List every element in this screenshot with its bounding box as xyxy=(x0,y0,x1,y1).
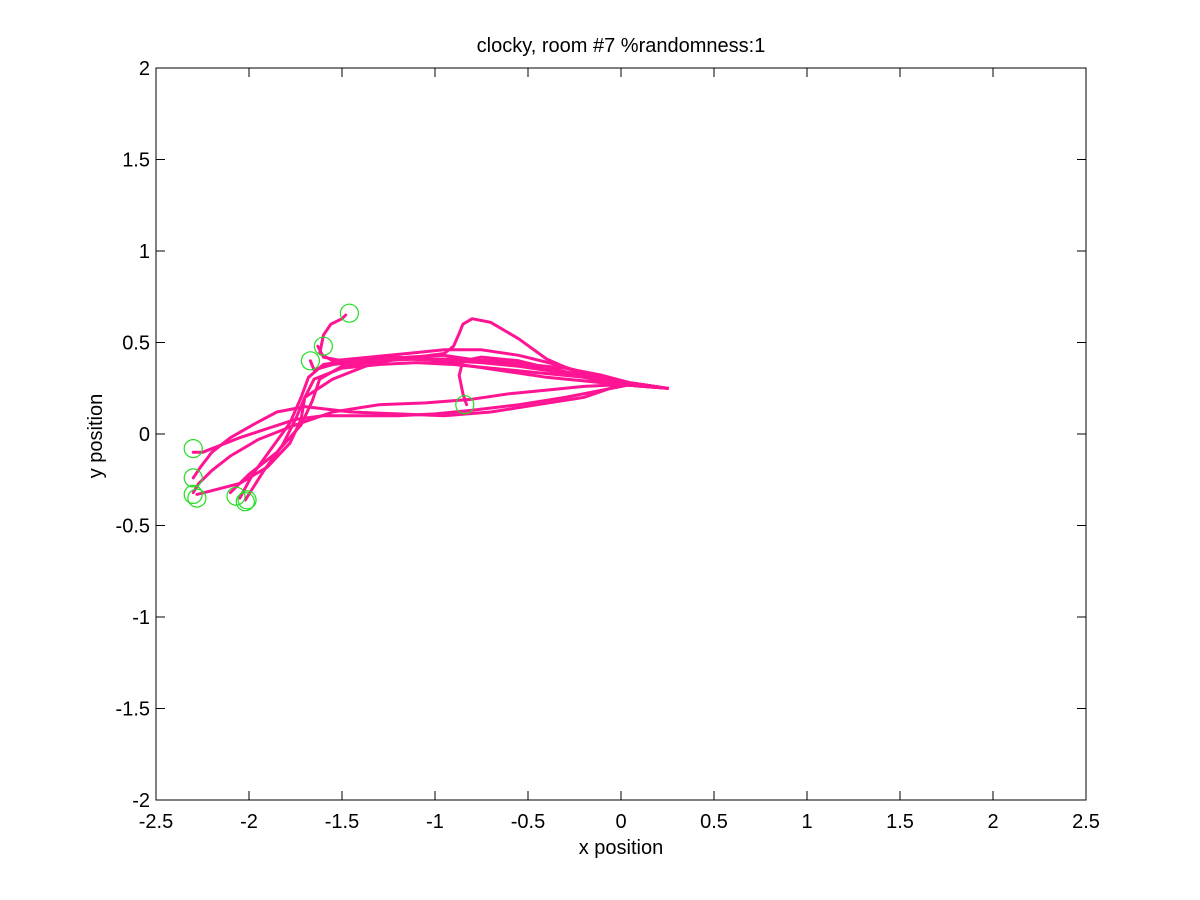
endpoint-marker-layer xyxy=(183,303,475,512)
y-tick-label: 0.5 xyxy=(122,333,150,355)
y-tick-label: -0.5 xyxy=(116,516,150,538)
trajectory-line-1 xyxy=(191,383,669,454)
x-tick-label: -2 xyxy=(240,811,258,833)
y-tick-label: -1 xyxy=(132,607,150,629)
y-tick-label: -2 xyxy=(132,790,150,812)
x-axis-title: x position xyxy=(579,837,664,859)
x-tick-label: -1.5 xyxy=(325,811,359,833)
y-tick-label: 0 xyxy=(139,424,150,446)
chart-title: clocky, room #7 %randomness:1 xyxy=(477,35,766,57)
endpoint-marker xyxy=(183,439,203,459)
y-tick-label: 2 xyxy=(139,58,150,80)
endpoint-marker xyxy=(455,395,475,415)
y-tick-label: -1.5 xyxy=(116,699,150,721)
endpoint-marker xyxy=(226,486,246,506)
endpoint-marker xyxy=(183,484,203,504)
x-tick-label: -1 xyxy=(426,811,444,833)
y-tick-label: 1 xyxy=(139,241,150,263)
endpoint-marker xyxy=(339,303,359,323)
tick-layer: -2.5 -2 -1.5 -1 -0.5 0 0.5 1 1.5 2 2.5-2-1.5-1-0.5… xyxy=(116,58,1100,833)
x-tick-label: 2 xyxy=(987,811,998,833)
x-tick-label: 1 xyxy=(801,811,812,833)
endpoint-marker xyxy=(235,492,255,512)
y-axis-title: y position xyxy=(85,394,107,479)
x-tick-label: -0.5 xyxy=(511,811,545,833)
trajectory-layer xyxy=(191,313,669,502)
trajectory-line-11 xyxy=(318,313,669,390)
endpoint-marker xyxy=(300,351,320,371)
y-tick-label: 1.5 xyxy=(122,150,150,172)
x-tick-label: 0.5 xyxy=(700,811,728,833)
endpoint-marker xyxy=(237,490,257,510)
x-tick-label: 1.5 xyxy=(886,811,914,833)
endpoint-marker xyxy=(183,468,203,488)
trajectory-line-3 xyxy=(191,383,669,495)
x-tick-label: 2.5 xyxy=(1072,811,1100,833)
trajectory-line-2 xyxy=(191,383,669,480)
endpoint-marker xyxy=(187,488,207,508)
endpoint-marker xyxy=(313,336,333,356)
x-tick-label: -2.5 xyxy=(139,811,173,833)
plot-area xyxy=(156,68,1086,800)
x-tick-label: 0 xyxy=(615,811,626,833)
